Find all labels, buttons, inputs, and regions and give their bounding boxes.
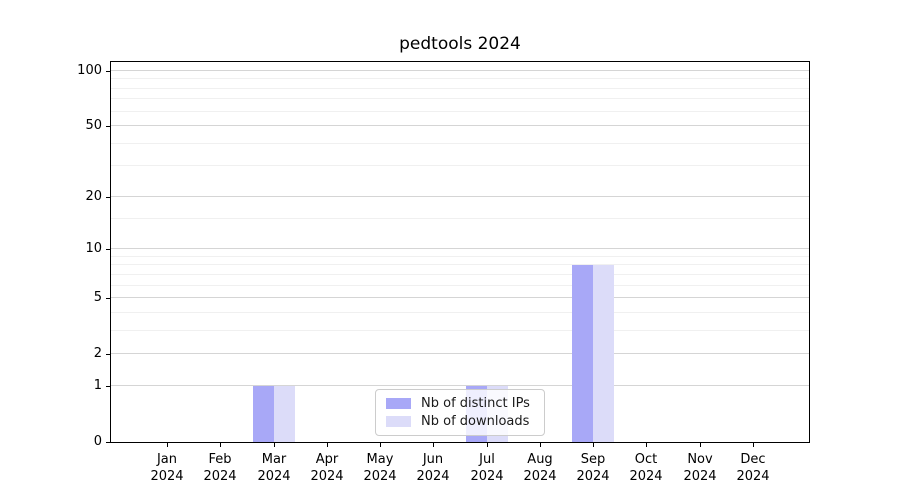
minor-gridline-4	[111, 311, 809, 313]
x-tickmark-10	[700, 443, 701, 447]
minor-gridline-60	[111, 110, 809, 112]
legend-item-downloads: Nb of downloads	[386, 414, 544, 429]
minor-gridline-30	[111, 165, 809, 166]
major-gridline-50	[111, 124, 809, 126]
major-gridline-100	[111, 70, 809, 71]
minor-gridline-3	[111, 329, 809, 331]
minor-gridline-7	[111, 273, 809, 275]
minor-gridline-90	[111, 78, 809, 80]
y-tick-label-100: 100	[77, 63, 102, 78]
y-tick-label-50: 50	[85, 118, 102, 133]
x-tick-label-jan: Jan 2024	[150, 452, 184, 484]
x-tickmark-9	[646, 443, 647, 447]
major-gridline-5	[111, 297, 809, 298]
y-tickmark-0	[106, 442, 110, 443]
x-tick-label-mar: Mar 2024	[257, 452, 291, 484]
legend: Nb of distinct IPs Nb of downloads	[375, 389, 545, 436]
y-tick-label-10: 10	[85, 241, 102, 256]
x-tick-label-jul: Jul 2024	[470, 452, 504, 484]
x-tick-label-jun: Jun 2024	[416, 452, 450, 484]
y-tick-label-0: 0	[93, 434, 102, 449]
major-gridline-1	[111, 385, 809, 387]
x-tickmark-1	[220, 443, 221, 447]
y-tick-label-5: 5	[93, 290, 102, 305]
major-gridline-2	[111, 352, 809, 354]
x-tick-label-dec: Dec 2024	[736, 452, 770, 484]
y-tickmark-20	[106, 197, 110, 198]
y-tickmark-2	[106, 354, 110, 355]
x-tickmark-5	[433, 443, 434, 447]
major-gridline-20	[111, 196, 809, 198]
y-tickmark-5	[106, 298, 110, 299]
x-tick-label-feb: Feb 2024	[203, 452, 237, 484]
legend-label-downloads: Nb of downloads	[421, 414, 530, 429]
x-tick-label-apr: Apr 2024	[310, 452, 344, 484]
major-gridline-10	[111, 248, 809, 250]
y-tickmark-100	[106, 71, 110, 72]
x-tickmark-6	[487, 443, 488, 447]
x-tickmark-8	[593, 443, 594, 447]
bar-nb-of-distinct-ips-mar-2024	[252, 386, 274, 442]
x-tickmark-4	[380, 443, 381, 447]
y-tickmark-50	[106, 126, 110, 127]
legend-item-distinct-ips: Nb of distinct IPs	[386, 396, 544, 411]
minor-gridline-70	[111, 98, 809, 100]
x-tickmark-11	[753, 443, 754, 447]
x-tick-label-oct: Oct 2024	[629, 452, 663, 484]
y-tick-label-2: 2	[93, 346, 102, 361]
x-tick-label-nov: Nov 2024	[683, 452, 717, 484]
y-tickmark-1	[106, 386, 110, 387]
x-tickmark-0	[167, 443, 168, 447]
minor-gridline-80	[111, 87, 809, 89]
y-tick-label-20: 20	[85, 189, 102, 204]
x-tick-label-aug: Aug 2024	[523, 452, 557, 484]
x-tick-label-may: May 2024	[363, 452, 397, 484]
y-tick-label-1: 1	[93, 378, 102, 393]
bar-nb-of-distinct-ips-sep-2024	[572, 265, 594, 442]
chart-title: pedtools 2024	[399, 34, 521, 54]
x-tickmark-3	[327, 443, 328, 447]
y-tickmark-10	[106, 249, 110, 250]
bar-nb-of-downloads-mar-2024	[273, 386, 295, 442]
legend-label-distinct-ips: Nb of distinct IPs	[421, 396, 530, 411]
minor-gridline-15	[111, 218, 809, 220]
legend-swatch-downloads	[386, 416, 411, 427]
minor-gridline-8	[111, 264, 809, 266]
legend-swatch-distinct-ips	[386, 398, 411, 409]
x-tickmark-2	[274, 443, 275, 447]
minor-gridline-9	[111, 255, 809, 257]
minor-gridline-40	[111, 142, 809, 144]
bar-nb-of-downloads-sep-2024	[593, 265, 615, 442]
x-tickmark-7	[540, 443, 541, 447]
minor-gridline-6	[111, 284, 809, 286]
x-tick-label-sep: Sep 2024	[576, 452, 610, 484]
plot-area	[110, 61, 810, 443]
